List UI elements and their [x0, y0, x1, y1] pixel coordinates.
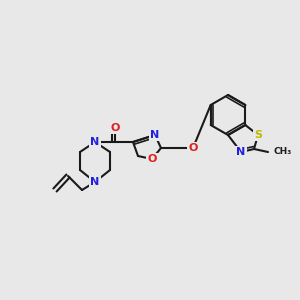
Text: O: O — [110, 123, 120, 133]
Text: S: S — [254, 130, 262, 140]
Text: CH₃: CH₃ — [273, 148, 291, 157]
Text: O: O — [147, 154, 157, 164]
Text: N: N — [90, 177, 100, 187]
Text: N: N — [236, 147, 246, 157]
Text: N: N — [90, 137, 100, 147]
Text: O: O — [188, 143, 198, 153]
Text: N: N — [150, 130, 160, 140]
